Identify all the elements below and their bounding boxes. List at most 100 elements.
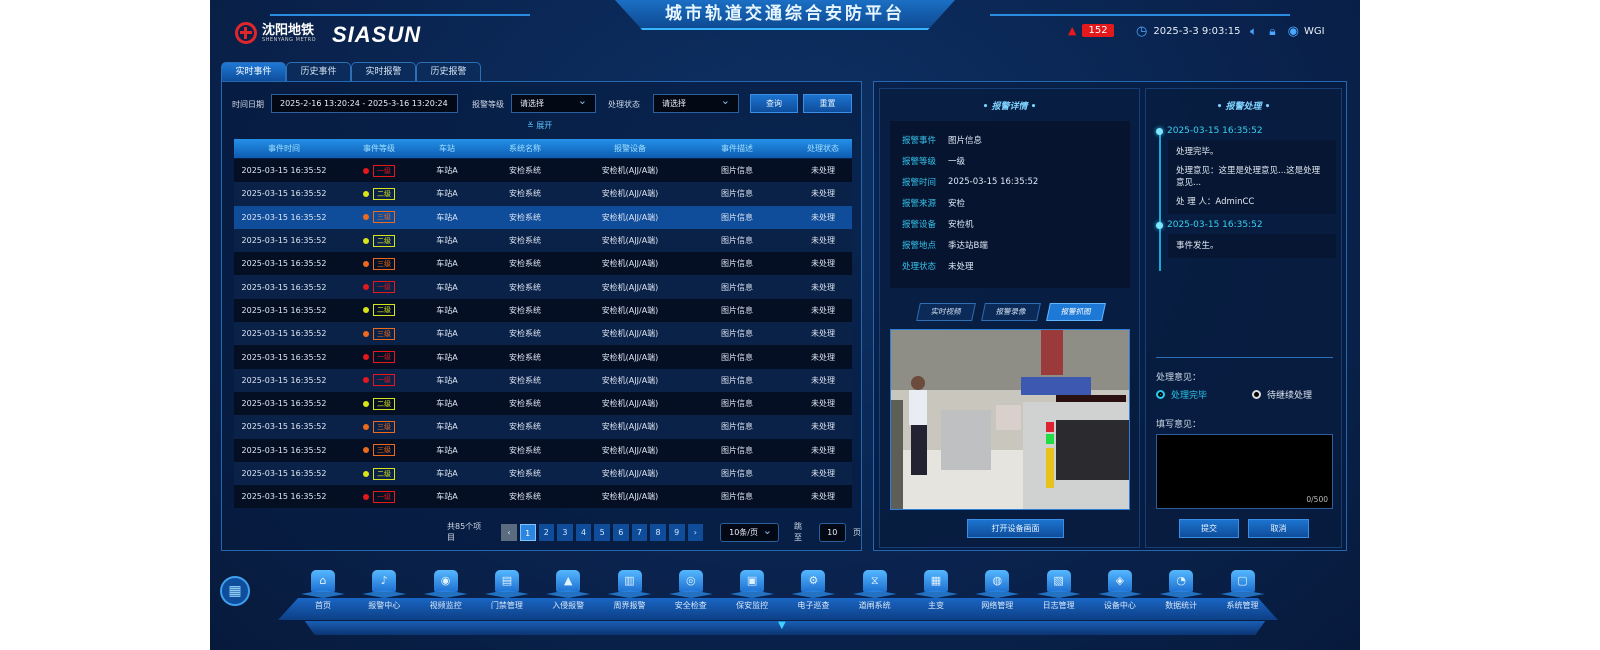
opinion-radio-0[interactable]: 处理完毕 xyxy=(1156,388,1207,401)
table-row[interactable]: 2025-03-15 16:35:52 二级 车站A 安检系统 安检机(AJJ/A端) 图… xyxy=(234,228,852,253)
nav-item-11[interactable]: ◍ 网络管理 xyxy=(967,570,1027,611)
nav-item-13[interactable]: ◈ 设备中心 xyxy=(1090,570,1150,611)
nav-label: 报警中心 xyxy=(368,601,401,610)
table-row[interactable]: 2025-03-15 16:35:52 一级 车站A 安检系统 安检机(AJJ/A端) 图… xyxy=(234,275,852,299)
nav-item-14[interactable]: ◔ 数据统计 xyxy=(1151,570,1211,611)
page-8-button[interactable]: 8 xyxy=(650,523,666,541)
reset-button[interactable]: 重置 xyxy=(803,94,852,113)
table-cell: 未处理 xyxy=(811,236,835,246)
nav-icon: ◍ xyxy=(985,570,1010,592)
media-tab-1[interactable]: 报警录像 xyxy=(981,303,1041,321)
timeline-content: 事件发生。 xyxy=(1168,234,1336,258)
opinion-textarea[interactable]: 0/500 xyxy=(1156,434,1333,509)
pagination: 共85个项目 ‹ 1 2 3 4 5 6 7 8 9 › 10条/页 ⌄ 跳至 10 页 xyxy=(447,521,861,543)
table-row[interactable]: 2025-03-15 16:35:52 二级 车站A 安检系统 安检机(AJJ/A端) 图… xyxy=(234,298,852,323)
table-cell: 2025-03-15 16:35:52 xyxy=(241,259,327,269)
nav-item-6[interactable]: ◎ 安全检查 xyxy=(661,570,721,611)
goto-page-input[interactable]: 10 xyxy=(818,522,846,542)
table-row[interactable]: 2025-03-15 16:35:52 一级 车站A 安检系统 安检机(AJJ/A端) 图… xyxy=(234,368,852,392)
level-dot-icon xyxy=(363,167,369,174)
table-cell: 未处理 xyxy=(811,282,835,292)
column-header: 事件时间 xyxy=(268,144,300,153)
table-cell: 2025-03-15 16:35:52 xyxy=(241,212,327,222)
tab-3[interactable]: 历史报警 xyxy=(416,62,481,81)
table-row[interactable]: 2025-03-15 16:35:52 二级 车站A 安检系统 安检机(AJJ/A端) 图… xyxy=(234,182,852,206)
opinion-radio-1[interactable]: 待继续处理 xyxy=(1252,388,1312,401)
open-device-view-button[interactable]: 打开设备画面 xyxy=(967,519,1064,538)
nav-item-5[interactable]: ▥ 周界报警 xyxy=(600,570,660,611)
media-tab-0[interactable]: 实时视频 xyxy=(916,303,976,321)
nav-item-1[interactable]: ♪ 报警中心 xyxy=(354,570,414,611)
page-1-button[interactable]: 1 xyxy=(519,523,536,541)
next-page-button[interactable]: › xyxy=(687,523,704,541)
table-cell: 安检系统 xyxy=(509,259,541,269)
prev-page-button[interactable]: ‹ xyxy=(501,523,517,541)
tab-0[interactable]: 实时事件 xyxy=(221,62,286,81)
nav-item-10[interactable]: ▦ 主变 xyxy=(906,570,966,611)
expand-toggle[interactable]: ≚ 展开 xyxy=(527,120,552,131)
tab-1[interactable]: 历史事件 xyxy=(286,62,351,81)
level-label: 报警等级 xyxy=(472,100,504,109)
level-badge: 一级 xyxy=(373,281,395,294)
page-2-button[interactable]: 2 xyxy=(538,523,555,541)
nav-item-7[interactable]: ▣ 保安监控 xyxy=(722,570,782,611)
table-row[interactable]: 2025-03-15 16:35:52 一级 车站A 安检系统 安检机(AJJ/A端) 图… xyxy=(234,159,852,183)
level-select[interactable]: 请选择 xyxy=(511,92,596,113)
nav-item-3[interactable]: ▤ 门禁管理 xyxy=(477,570,537,611)
username: WGI xyxy=(1303,26,1325,37)
timeline-time: 2025-03-15 16:35:52 xyxy=(1167,220,1263,230)
user-menu[interactable]: ◉ WGI xyxy=(1288,24,1325,39)
nav-item-12[interactable]: ▧ 日志管理 xyxy=(1029,570,1089,611)
timeline-dot-icon xyxy=(1156,221,1163,229)
alarm-counter[interactable]: ▲ 152 xyxy=(1068,24,1114,37)
nav-item-4[interactable]: ▲ 入侵报警 xyxy=(538,570,598,611)
status-select[interactable]: 请选择 xyxy=(653,92,739,113)
lock-icon[interactable]: 🔒︎ xyxy=(1269,24,1276,38)
tab-2[interactable]: 实时报警 xyxy=(351,62,416,81)
page-9-button[interactable]: 9 xyxy=(668,523,685,541)
collapse-nav-icon[interactable]: ▼ xyxy=(778,620,786,631)
page-size-select[interactable]: 10条/页 ⌄ xyxy=(720,522,779,542)
radio-label: 待继续处理 xyxy=(1267,391,1313,401)
page-size-value: 10条/页 xyxy=(729,527,758,537)
page-4-button[interactable]: 4 xyxy=(575,523,592,541)
cancel-button[interactable]: 取消 xyxy=(1248,519,1309,538)
page-3-button[interactable]: 3 xyxy=(557,523,573,541)
table-row[interactable]: 2025-03-15 16:35:52 三级 车站A 安检系统 安检机(AJJ/A端) 图… xyxy=(234,205,852,229)
table-row[interactable]: 2025-03-15 16:35:52 三级 车站A 安检系统 安检机(AJJ/A端) 图… xyxy=(234,322,852,346)
table-row[interactable]: 2025-03-15 16:35:52 三级 车站A 安检系统 安检机(AJJ/A端) 图… xyxy=(234,438,852,462)
table-row[interactable]: 2025-03-15 16:35:52 二级 车站A 安检系统 安检机(AJJ/A端) 图… xyxy=(234,461,852,486)
table-row[interactable]: 2025-03-15 16:35:52 一级 车站A 安检系统 安检机(AJJ/A端) 图… xyxy=(234,485,852,509)
nav-icon: ♪ xyxy=(372,570,397,592)
level-cell: 一级 xyxy=(334,374,424,387)
table-row[interactable]: 2025-03-15 16:35:52 三级 车站A 安检系统 安检机(AJJ/A端) 图… xyxy=(234,415,852,439)
level-dot-icon xyxy=(363,354,369,361)
level-badge: 一级 xyxy=(373,374,395,387)
nav-item-2[interactable]: ◉ 视频监控 xyxy=(416,570,476,611)
nav-item-15[interactable]: ▢ 系统管理 xyxy=(1213,570,1273,611)
field-label: 报警来源 xyxy=(902,198,937,209)
nav-item-9[interactable]: ⧖ 道闸系统 xyxy=(845,570,905,611)
nav-item-8[interactable]: ⚙ 电子巡查 xyxy=(783,570,843,611)
table-row[interactable]: 2025-03-15 16:35:52 三级 车站A 安检系统 安检机(AJJ/A端) 图… xyxy=(234,252,852,276)
table-cell: 安检系统 xyxy=(509,422,541,432)
query-button[interactable]: 查询 xyxy=(750,94,798,113)
table-row[interactable]: 2025-03-15 16:35:52 一级 车站A 安检系统 安检机(AJJ/A端) 图… xyxy=(234,345,852,369)
table-cell: 图片信息 xyxy=(721,445,753,455)
level-dot-icon xyxy=(363,260,369,267)
date-range-input[interactable]: 2025-2-16 13:20:24 - 2025-3-16 13:20:24 xyxy=(271,94,458,113)
level-badge: 二级 xyxy=(373,467,395,480)
timeline-time: 2025-03-15 16:35:52 xyxy=(1167,126,1263,136)
page-5-button[interactable]: 5 xyxy=(594,523,610,541)
apps-menu-button[interactable]: ▦ xyxy=(220,576,250,606)
timeline-line-text: 处 理 人：AdminCC xyxy=(1176,197,1255,207)
media-tab-2[interactable]: 报警抓图 xyxy=(1046,303,1106,321)
page-7-button[interactable]: 7 xyxy=(631,523,648,541)
level-dot-icon xyxy=(363,284,369,291)
table-cell: 车站A xyxy=(436,375,458,385)
volume-icon[interactable]: 🔈︎ xyxy=(1250,24,1258,38)
nav-item-0[interactable]: ⌂ 首页 xyxy=(293,570,353,611)
page-6-button[interactable]: 6 xyxy=(613,523,629,541)
submit-button[interactable]: 提交 xyxy=(1179,519,1239,538)
table-row[interactable]: 2025-03-15 16:35:52 二级 车站A 安检系统 安检机(AJJ/A端) 图… xyxy=(234,391,852,416)
